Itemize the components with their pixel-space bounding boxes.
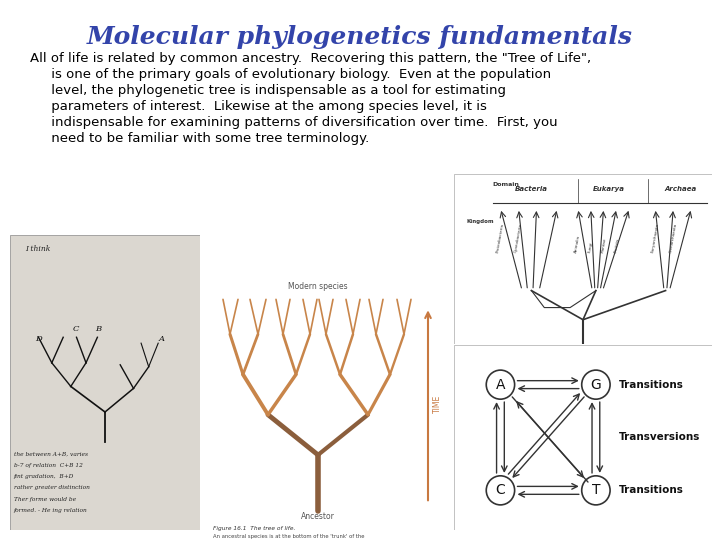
Text: T: T: [592, 483, 600, 497]
Text: Figure 16.1  The tree of life.: Figure 16.1 The tree of life.: [213, 526, 295, 531]
Text: Kingdom: Kingdom: [467, 219, 495, 224]
Text: Transitions: Transitions: [619, 485, 684, 495]
Text: rather greater distinction: rather greater distinction: [14, 485, 90, 490]
Text: All of life is related by common ancestry.  Recovering this pattern, the "Tree o: All of life is related by common ancestr…: [30, 52, 591, 65]
Text: C: C: [73, 326, 79, 333]
Circle shape: [486, 370, 515, 399]
FancyBboxPatch shape: [454, 345, 712, 530]
Text: Archaea: Archaea: [665, 186, 697, 192]
Circle shape: [486, 476, 515, 505]
Text: Plantae: Plantae: [600, 237, 607, 253]
Text: Domain: Domain: [492, 182, 520, 187]
Text: Eukarya: Eukarya: [593, 186, 625, 192]
Text: b-7 of relation  C+B 12: b-7 of relation C+B 12: [14, 463, 83, 468]
Text: Molecular phylogenetics fundamentals: Molecular phylogenetics fundamentals: [87, 25, 633, 49]
Circle shape: [582, 370, 610, 399]
Text: Transversions: Transversions: [619, 433, 701, 442]
Text: formed. - He ing relation: formed. - He ing relation: [14, 508, 88, 514]
Text: Bacteria: Bacteria: [515, 186, 548, 192]
Text: Fungi: Fungi: [588, 241, 594, 253]
Text: Transitions: Transitions: [619, 380, 684, 390]
Text: Animalia: Animalia: [575, 234, 581, 253]
Circle shape: [582, 476, 610, 505]
Text: A: A: [158, 335, 164, 343]
FancyBboxPatch shape: [10, 235, 200, 530]
Text: I think: I think: [25, 245, 50, 253]
Text: Crenarchaeota: Crenarchaeota: [669, 222, 678, 253]
Text: need to be familiar with some tree terminology.: need to be familiar with some tree termi…: [30, 132, 369, 145]
Text: Ther forme would be: Ther forme would be: [14, 497, 76, 502]
Text: Euryarchaeota: Euryarchaeota: [651, 222, 660, 253]
Text: Ancestor: Ancestor: [301, 512, 335, 521]
FancyBboxPatch shape: [454, 174, 712, 344]
Text: fint gradation,  B+D: fint gradation, B+D: [14, 474, 74, 479]
Text: G: G: [590, 377, 601, 392]
Text: the between A+B, varies: the between A+B, varies: [14, 451, 88, 456]
Text: level, the phylogenetic tree is indispensable as a tool for estimating: level, the phylogenetic tree is indispen…: [30, 84, 506, 97]
Text: TIME: TIME: [433, 395, 442, 413]
Text: D: D: [35, 335, 42, 343]
Text: is one of the primary goals of evolutionary biology.  Even at the population: is one of the primary goals of evolution…: [30, 68, 551, 81]
Text: B: B: [96, 326, 102, 333]
Text: Protists: Protists: [613, 237, 620, 253]
Text: indispensable for examining patterns of diversification over time.  First, you: indispensable for examining patterns of …: [30, 116, 557, 129]
Text: Cyanobacteria: Cyanobacteria: [514, 222, 523, 253]
Text: Proteobacteria: Proteobacteria: [496, 222, 505, 253]
Text: Modern species: Modern species: [288, 282, 348, 291]
Text: A: A: [495, 377, 505, 392]
Text: C: C: [495, 483, 505, 497]
Text: An ancestral species is at the bottom of the 'trunk' of the
tree. As time passes: An ancestral species is at the bottom of…: [213, 534, 369, 540]
Text: parameters of interest.  Likewise at the among species level, it is: parameters of interest. Likewise at the …: [30, 100, 487, 113]
